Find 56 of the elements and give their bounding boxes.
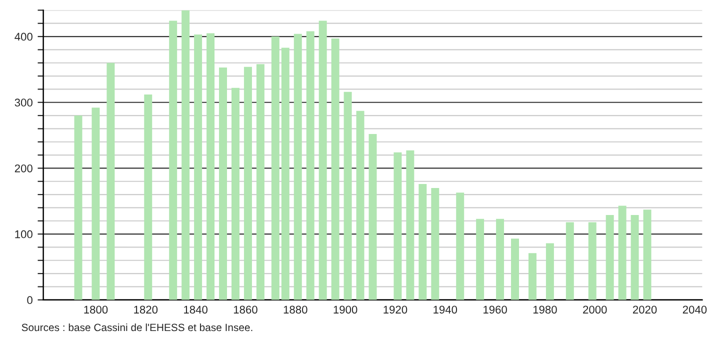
bar [244,66,252,300]
bar [618,206,626,300]
bar [294,34,302,300]
bar [418,184,427,300]
bar [643,210,652,300]
x-tick-label: 1920 [384,306,408,314]
bar [331,38,340,300]
x-tick-label: 1900 [334,306,358,314]
bar [169,20,178,300]
bar [231,88,240,300]
x-tick-label: 1880 [284,306,308,314]
bar [344,92,352,300]
x-tick-label: 1940 [434,306,458,314]
bar [219,67,227,300]
bar [476,218,484,300]
bar [256,64,264,300]
x-tick-label: 1800 [84,306,108,314]
bar [281,48,290,300]
y-tick-label: 400 [14,32,32,41]
y-tick-label: 100 [15,230,32,238]
x-tick-label: 2040 [682,306,707,314]
x-tick-label: 2020 [632,306,657,314]
bar [144,94,152,300]
bar [182,10,190,300]
bar [394,152,402,300]
y-tick-label: 300 [14,98,32,107]
bar [368,134,377,300]
bar [406,150,414,300]
bar [206,33,215,300]
x-tick-label: 1860 [234,306,258,314]
bar [606,214,614,300]
x-tick-label: 1980 [533,306,557,314]
bar [92,108,100,300]
bar [511,238,519,300]
bar [566,222,574,300]
bar [528,253,536,300]
y-tick-label: 200 [14,164,32,172]
bar [318,20,327,300]
bar [106,62,115,300]
bar [456,192,464,300]
bar [74,116,82,300]
source-note: Sources : base Cassini de l'EHESS et base Insee. [22,323,252,332]
bar [271,36,280,300]
bar [306,31,314,300]
bar [356,110,364,300]
x-tick-label: 1820 [134,306,158,314]
bar [588,222,596,300]
bar [546,243,554,300]
bar [431,188,440,300]
bar [630,214,639,300]
x-tick-label: 1960 [484,306,507,314]
bar [194,34,202,300]
x-tick-label: 1840 [184,306,208,314]
bar [496,218,504,300]
y-tick-label: 0 [27,296,32,304]
x-tick-label: 2000 [583,306,607,314]
